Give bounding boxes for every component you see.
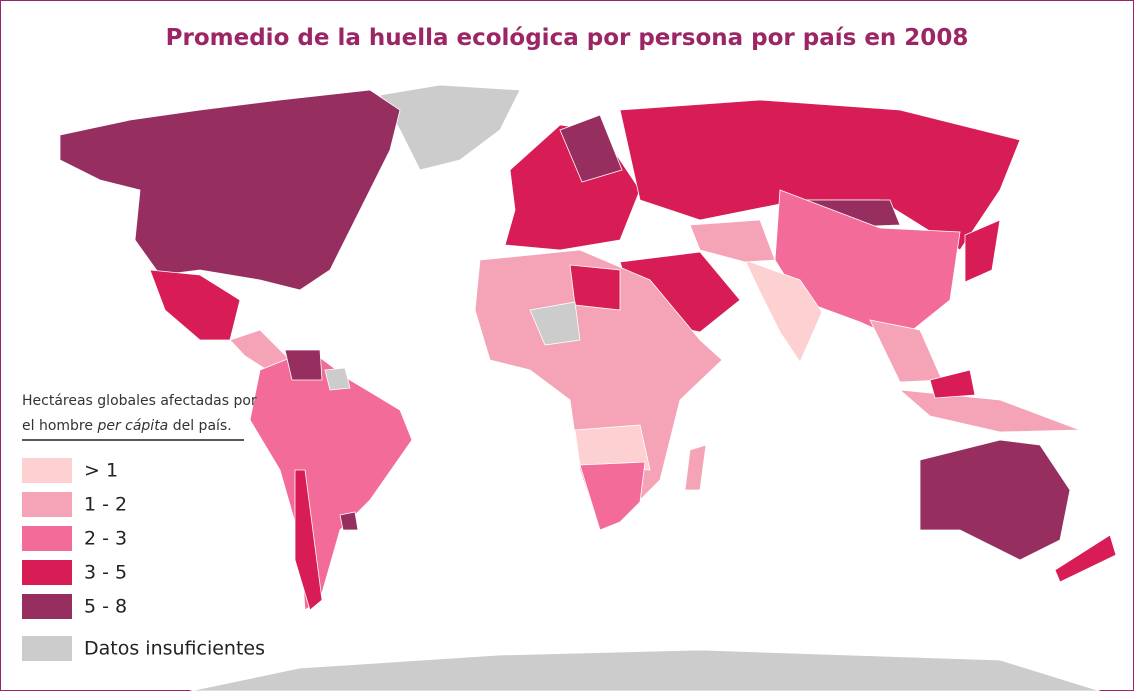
legend-description: Hectáreas globales afectadas por (22, 393, 257, 409)
southern-africa-low (574, 424, 651, 471)
guianas (324, 367, 351, 391)
legend-swatch (22, 526, 72, 551)
legend-description: el hombre (22, 418, 93, 434)
legend-items: > 1 1 - 2 2 - 3 3 - 5 5 - 8 Datos insuficient… (22, 458, 265, 661)
venezuela (284, 349, 323, 381)
sahara-no-data (529, 301, 581, 346)
indonesia (898, 389, 1081, 433)
legend-swatch (22, 636, 72, 661)
uruguay (339, 511, 359, 531)
legend-swatch (22, 594, 72, 619)
legend-swatch (22, 458, 72, 483)
legend-swatch (22, 560, 72, 585)
legend-label: 5 - 8 (84, 596, 127, 618)
legend-label: 2 - 3 (84, 528, 127, 550)
scandinavia (559, 114, 623, 183)
malaysia (929, 369, 976, 399)
libya (569, 264, 621, 311)
antarctica (189, 649, 1101, 691)
india (744, 259, 823, 363)
japan (964, 219, 1001, 283)
legend-label: 1 - 2 (84, 494, 127, 516)
russia (619, 99, 1021, 251)
central-asia (689, 219, 776, 263)
legend-label: > 1 (84, 460, 118, 482)
australia (919, 439, 1071, 561)
chile (294, 469, 323, 611)
north-america (59, 89, 401, 291)
new-zealand (1054, 534, 1117, 583)
legend-label: 3 - 5 (84, 562, 127, 584)
legend: Hectáreas globales afectadas por el homb… (22, 393, 265, 661)
greenland (379, 84, 521, 171)
legend-label: Datos insuficientes (84, 638, 265, 660)
legend-description: del país. (173, 418, 232, 434)
madagascar (684, 444, 707, 491)
world-map (59, 84, 1117, 691)
south-africa (579, 461, 646, 531)
south-america (249, 349, 413, 611)
legend-description: per cápita (96, 418, 168, 434)
legend-description: el hombre per cápita del país. (22, 418, 232, 434)
legend-swatch (22, 492, 72, 517)
map-title: Promedio de la huella ecológica por pers… (166, 25, 969, 51)
